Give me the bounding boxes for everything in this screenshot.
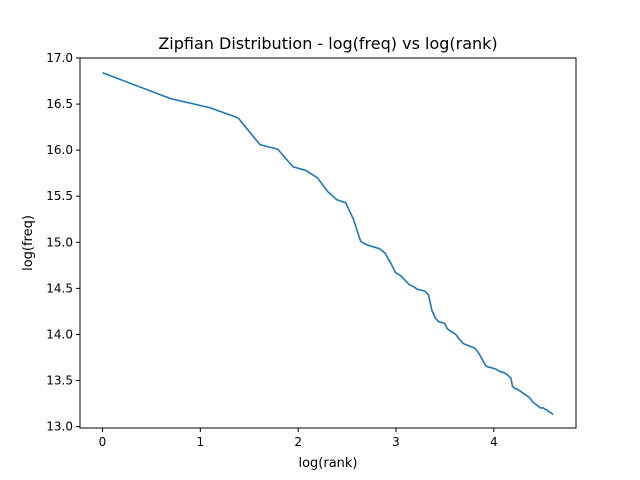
- x-axis-label: log(rank): [298, 456, 357, 471]
- series-line-0: [102, 71, 554, 416]
- y-axis-label: log(freq): [21, 215, 36, 271]
- y-tick-label: 16.0: [46, 143, 73, 157]
- x-tick-label: 2: [294, 435, 302, 449]
- x-tick-label: 1: [197, 435, 205, 449]
- x-tick-label: 4: [490, 435, 498, 449]
- plot-area: [102, 71, 554, 416]
- y-tick-label: 15.0: [46, 235, 73, 249]
- x-axis: 0 1 2 3 4: [99, 428, 498, 449]
- x-tick-label: 3: [392, 435, 400, 449]
- y-tick-label: 13.5: [46, 374, 73, 388]
- x-tick-label: 0: [99, 435, 107, 449]
- y-tick-label: 14.5: [46, 281, 73, 295]
- y-tick-label: 17.0: [46, 51, 73, 65]
- y-axis: 13.0 13.5 14.0 14.5 15.0 15.5 16.0 16.5 17.0: [46, 51, 80, 434]
- plot-frame: [79, 57, 577, 429]
- y-tick-label: 15.5: [46, 189, 73, 203]
- y-tick-label: 14.0: [46, 327, 73, 341]
- y-tick-label: 13.0: [46, 420, 73, 434]
- chart-title: Zipfian Distribution - log(freq) vs log(…: [158, 34, 497, 53]
- y-tick-label: 16.5: [46, 97, 73, 111]
